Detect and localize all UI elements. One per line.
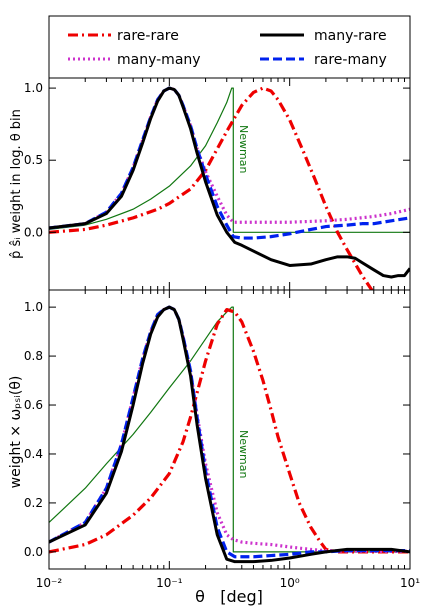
- series-rare-rare-line: [49, 307, 410, 554]
- legend-entry-many-rare: many-rare: [260, 28, 387, 44]
- y-tick-label: 1.0: [24, 300, 43, 314]
- series-many-many-line: [49, 305, 410, 553]
- legend: rare-rare many-rare many-many rare-many: [48, 15, 411, 79]
- y-tick-label: 0.0: [24, 545, 43, 559]
- y-tick-label: 0.4: [24, 447, 43, 461]
- legend-entry-rare-rare: rare-rare: [68, 28, 179, 44]
- top-ylabel: p̂ ŝᵢ weight in log. θ bin: [9, 109, 24, 259]
- series-many-rare-line: [49, 86, 410, 279]
- legend-frame: [48, 15, 411, 79]
- x-tick-label: 10¹: [400, 576, 420, 590]
- x-tick-label: 10⁻¹: [156, 576, 183, 590]
- series-many-rare-line: [49, 305, 410, 564]
- series-many-many-line: [49, 86, 410, 230]
- x-tick-label: 10⁰: [280, 576, 300, 590]
- newman-annotation: Newman: [237, 430, 250, 478]
- legend-entry-many-many: many-many: [68, 52, 201, 68]
- series-rare-many-line: [49, 305, 410, 559]
- y-tick-label: 0.5: [24, 153, 43, 167]
- legend-entry-rare-many: rare-many: [260, 52, 387, 68]
- series-newman-line: [49, 87, 410, 233]
- y-tick-label: 0.6: [24, 398, 43, 412]
- newman-annotation: Newman: [237, 125, 250, 173]
- panel-bottom: Newman 0.0 0.2 0.4 0.6 0.8 1.0 10⁻² 10⁻¹ 10⁰ 10¹: [24, 289, 420, 590]
- panel-top: Newman 0.0 0.5 1.0: [24, 77, 411, 291]
- bottom-ylabel: weight × ωₚₛᵢ(θ): [8, 376, 24, 489]
- legend-label-rare-rare: rare-rare: [117, 28, 179, 44]
- y-tick-label: 1.0: [24, 81, 43, 95]
- legend-label-many-rare: many-rare: [314, 28, 387, 44]
- legend-label-many-many: many-many: [117, 52, 201, 68]
- axes-frame: [48, 289, 411, 570]
- x-tick-label: 10⁻²: [36, 576, 63, 590]
- y-tick-label: 0.0: [24, 225, 43, 239]
- xlabel: θ [deg]: [195, 587, 263, 606]
- y-tick-label: 0.8: [24, 349, 43, 363]
- y-tick-label: 0.2: [24, 496, 43, 510]
- legend-label-rare-many: rare-many: [314, 52, 387, 68]
- series-rare-rare-line: [49, 86, 374, 290]
- series-newman-line: [49, 306, 410, 553]
